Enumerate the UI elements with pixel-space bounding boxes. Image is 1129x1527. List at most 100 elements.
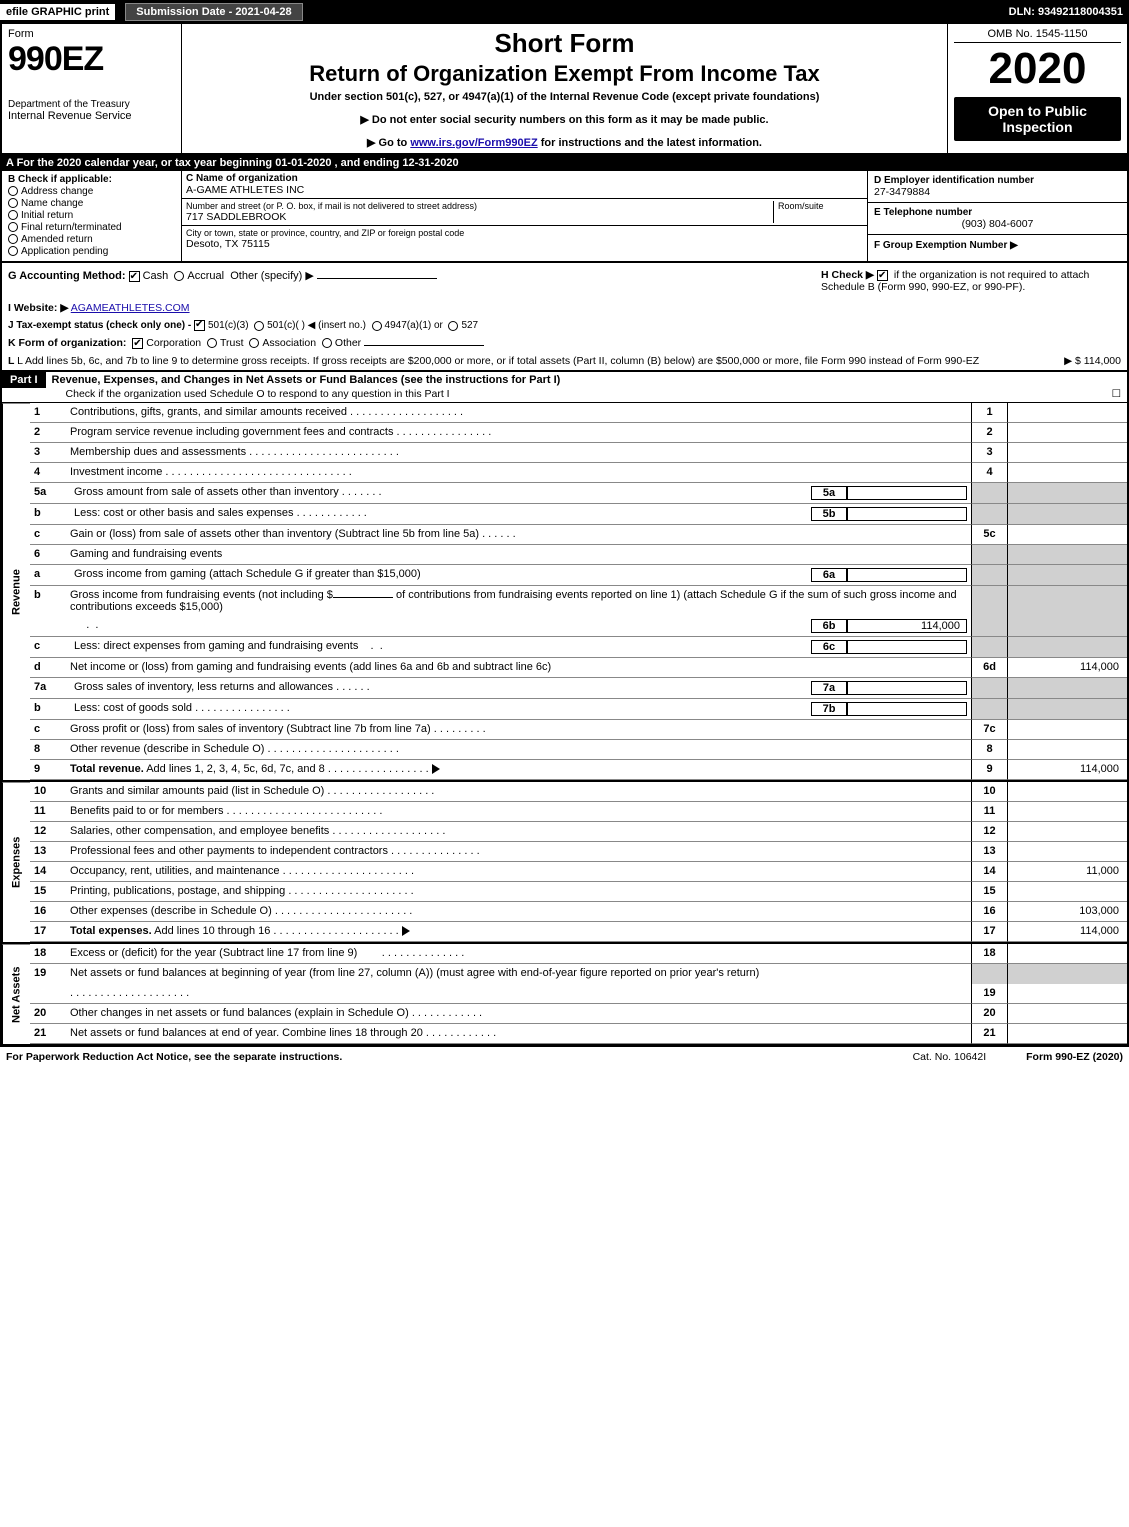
other-specify-label: Other (specify) ▶ [230,270,314,282]
expenses-grid: Expenses 10 Grants and similar amounts p… [0,780,1129,942]
ln6b-blank[interactable] [333,597,393,598]
ein-label: D Employer identification number [874,175,1121,186]
ln13-no: 13 [30,842,66,862]
cat-no: Cat. No. 10642I [913,1051,987,1063]
ln7a-subbox: 7a [811,681,847,695]
ln2-no: 2 [30,423,66,443]
chk-527[interactable] [448,321,458,331]
chk-trust[interactable] [207,338,217,348]
opt-501c: 501(c)( ) ◀ (insert no.) [267,320,366,331]
ln4-box: 4 [971,463,1007,483]
chk-address-change[interactable]: Address change [8,186,175,197]
efile-print-label[interactable]: efile GRAPHIC print [0,4,115,20]
ln20-box: 20 [971,1004,1007,1024]
chk-corporation[interactable] [132,338,143,349]
ln5c-amt [1007,525,1127,545]
ln14-text: Occupancy, rent, utilities, and maintena… [66,862,971,882]
ln7a-amt [1007,678,1127,699]
box-e: E Telephone number (903) 804-6007 [868,203,1127,235]
ln5a-subbox: 5a [811,486,847,500]
tax-year: 2020 [954,47,1121,91]
ln17-text: Total expenses. Add lines 10 through 16 … [66,922,971,942]
ln5c-text: Gain or (loss) from sale of assets other… [66,525,971,545]
ln6c-subbox: 6c [811,640,847,654]
ln17-amt: 114,000 [1007,922,1127,942]
ln7b-subamt [847,702,967,716]
ln15-amt [1007,882,1127,902]
ln7a-text: Gross sales of inventory, less returns a… [66,678,971,699]
ln5a-box [971,483,1007,504]
ln6a-text: Gross income from gaming (attach Schedul… [66,565,971,586]
pra-notice: For Paperwork Reduction Act Notice, see … [6,1051,342,1063]
part-i-chk[interactable]: ☐ [1112,388,1121,400]
ssn-note: ▶ Do not enter social security numbers o… [188,113,941,126]
ln7b-box [971,699,1007,720]
chk-501c3[interactable] [194,320,205,331]
arrow-right-icon [432,764,440,774]
revenue-sidelabel: Revenue [2,403,30,780]
ln6-no: 6 [30,545,66,565]
chk-name-change[interactable]: Name change [8,198,175,209]
chk-501c[interactable] [254,321,264,331]
chk-4947[interactable] [372,321,382,331]
other-org-input[interactable] [364,345,484,346]
ln20-amt [1007,1004,1127,1024]
chk-schedule-b[interactable] [877,270,888,281]
ln16-box: 16 [971,902,1007,922]
row-l-text: L Add lines 5b, 6c, and 7b to line 9 to … [17,355,979,367]
top-bar: efile GRAPHIC print Submission Date - 20… [0,0,1129,24]
opt-trust: Trust [220,337,244,349]
ln1-amt [1007,403,1127,423]
page-footer: For Paperwork Reduction Act Notice, see … [0,1046,1129,1067]
ln7c-amt [1007,720,1127,740]
ln5b-text: Less: cost or other basis and sales expe… [66,504,971,525]
org-name-label: C Name of organization [186,173,863,184]
goto-pre: ▶ Go to [367,137,410,149]
chk-accrual[interactable] [174,271,184,281]
ln4-text: Investment income . . . . . . . . . . . … [66,463,971,483]
ln3-no: 3 [30,443,66,463]
chk-amended-return[interactable]: Amended return [8,234,175,245]
opt-527: 527 [461,320,478,331]
chk-application-pending[interactable]: Application pending [8,246,175,257]
other-specify-input[interactable] [317,278,437,279]
chk-association[interactable] [249,338,259,348]
ln6b-no2 [30,616,66,637]
ln6a-no: a [30,565,66,586]
ln6b-box [971,616,1007,637]
row-j: J Tax-exempt status (check only one) - 5… [0,317,1129,334]
accounting-method: G Accounting Method: Cash Accrual Other … [8,269,437,293]
opt-other-org: Other [335,337,361,349]
ln6a-amt [1007,565,1127,586]
box-b: B Check if applicable: Address change Na… [2,171,182,261]
irs-link[interactable]: www.irs.gov/Form990EZ [410,137,537,149]
ln19-amt [1007,984,1127,1004]
ln7c-text: Gross profit or (loss) from sales of inv… [66,720,971,740]
chk-initial-return[interactable]: Initial return [8,210,175,221]
ln20-no: 20 [30,1004,66,1024]
part-i-title: Revenue, Expenses, and Changes in Net As… [46,372,1127,388]
return-title: Return of Organization Exempt From Incom… [188,61,941,87]
box-b-label: B Check if applicable: [8,174,175,185]
ln5a-subamt [847,486,967,500]
website-label: I Website: ▶ [8,302,68,314]
ln13-box: 13 [971,842,1007,862]
ln7c-box: 7c [971,720,1007,740]
street-row: Number and street (or P. O. box, if mail… [182,199,867,226]
ln18-no: 18 [30,944,66,964]
website-link[interactable]: AGAMEATHLETES.COM [71,302,190,314]
ln12-amt [1007,822,1127,842]
ln11-box: 11 [971,802,1007,822]
chk-cash[interactable] [129,271,140,282]
ln4-amt [1007,463,1127,483]
chk-other-org[interactable] [322,338,332,348]
chk-final-return[interactable]: Final return/terminated [8,222,175,233]
ln7a-box [971,678,1007,699]
ln7a-no: 7a [30,678,66,699]
ln5a-text: Gross amount from sale of assets other t… [66,483,971,504]
ln19-no: 19 [30,964,66,984]
row-l-amount: ▶ $ 114,000 [1064,355,1121,367]
goto-post: for instructions and the latest informat… [541,137,762,149]
ln5c-no: c [30,525,66,545]
ln21-no: 21 [30,1024,66,1044]
